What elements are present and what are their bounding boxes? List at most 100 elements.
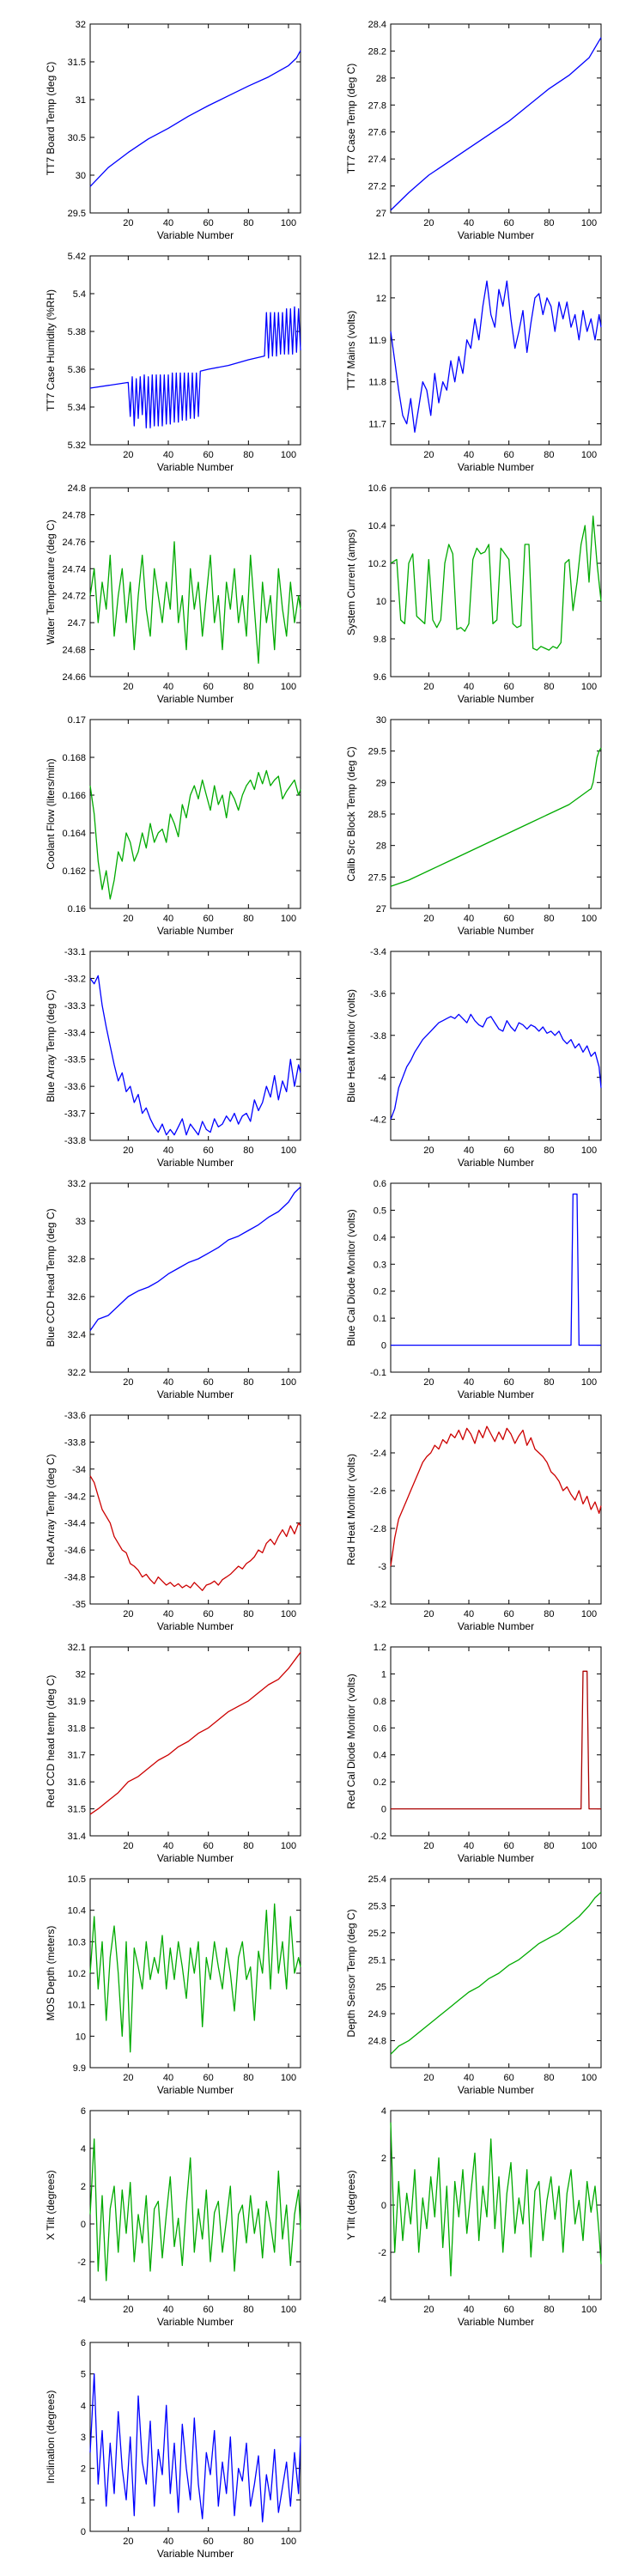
y-tick-label: 0 (381, 2201, 386, 2211)
x-tick-label: 20 (423, 914, 434, 924)
chart-panel: 32.2 32.4 32.6 32.8 33 33.2 20 40 60 80 100 Variabl… (45, 1179, 301, 1400)
y-tick-label: 31.6 (68, 1777, 86, 1788)
x-tick-label: 40 (464, 450, 474, 460)
y-tick-label: 0.4 (374, 1751, 386, 1761)
y-tick-label: 12.1 (368, 252, 386, 262)
y-tick-label: -33.5 (64, 1055, 86, 1066)
x-axis-label: Variable Number (157, 1620, 234, 1632)
y-tick-label: -4 (378, 1073, 386, 1084)
x-tick-label: 100 (581, 1609, 597, 1619)
y-axis-label: Red CCD head temp (deg C) (45, 1675, 57, 1808)
y-tick-label: 31.8 (68, 1723, 86, 1734)
y-tick-label: -2 (77, 2257, 86, 2268)
x-axis-label: Variable Number (157, 2084, 234, 2096)
y-tick-label: 31.5 (68, 1805, 86, 1815)
x-tick-label: 80 (243, 450, 253, 460)
x-tick-label: 20 (423, 1609, 434, 1619)
y-tick-label: 28.5 (368, 810, 386, 820)
y-tick-label: -4.2 (370, 1115, 386, 1126)
y-tick-label: 0.168 (62, 753, 86, 763)
y-axis-label: Blue Array Temp (deg C) (45, 989, 57, 1102)
y-tick-label: 2 (381, 2154, 386, 2164)
y-tick-label: 31 (76, 95, 86, 106)
y-tick-label: 28 (376, 841, 386, 852)
y-tick-label: -33.8 (64, 1136, 86, 1146)
plot-frame (390, 719, 602, 909)
y-tick-label: -2.2 (370, 1411, 386, 1421)
y-tick-label: -34 (72, 1465, 86, 1475)
y-tick-label: 0 (381, 1341, 386, 1352)
y-tick-label: -34.6 (64, 1546, 86, 1556)
x-tick-label: 20 (123, 218, 133, 228)
x-tick-label: 20 (423, 218, 434, 228)
chart-panel: 24.8 24.9 25 25.1 25.2 25.3 25.4 20 40 60 80 100 Var… (345, 1874, 602, 2096)
x-tick-label: 100 (281, 1841, 296, 1851)
x-tick-label: 40 (163, 682, 173, 692)
y-tick-label: 27 (376, 904, 386, 914)
y-tick-label: 10.5 (68, 1874, 86, 1885)
series-line (390, 37, 602, 211)
y-tick-label: 25.3 (368, 1901, 386, 1911)
plot-frame (89, 23, 301, 214)
x-tick-label: 40 (464, 2305, 474, 2315)
chart-panel: -0.2 0 0.2 0.4 0.6 0.8 1 1.2 20 40 60 80 100 Variable… (345, 1643, 602, 1864)
y-tick-label: -4 (77, 2295, 86, 2306)
y-tick-label: -33.8 (64, 1437, 86, 1448)
x-tick-label: 60 (204, 2073, 214, 2083)
chart-panel: 9.9 10 10.1 10.2 10.3 10.4 10.5 20 40 60 80 100 Vari… (45, 1874, 301, 2096)
y-tick-label: 0.1 (374, 1314, 386, 1324)
x-tick-label: 60 (504, 218, 514, 228)
y-tick-label: 0.2 (374, 1287, 386, 1297)
y-tick-label: 24.66 (62, 672, 86, 683)
x-tick-label: 40 (464, 1609, 474, 1619)
x-axis-label: Variable Number (157, 1157, 234, 1169)
x-tick-label: 80 (243, 1145, 253, 1156)
plot-frame (89, 719, 301, 909)
y-tick-label: 32 (76, 20, 86, 30)
x-tick-label: 40 (464, 218, 474, 228)
x-tick-label: 100 (581, 1841, 597, 1851)
y-axis-label: System Current (amps) (345, 529, 357, 635)
y-tick-label: -34.4 (64, 1519, 86, 1529)
y-axis-label: TT7 Mains (volts) (345, 311, 357, 391)
y-tick-label: 0.164 (62, 829, 86, 839)
plot-frame (89, 1878, 301, 2069)
y-tick-label: 29.5 (368, 747, 386, 757)
y-tick-label: 11.7 (368, 420, 386, 430)
x-tick-label: 40 (163, 1609, 173, 1619)
y-tick-label: 10.6 (368, 483, 386, 494)
x-tick-label: 100 (281, 1145, 296, 1156)
x-tick-label: 40 (163, 2073, 173, 2083)
y-tick-label: 1.2 (374, 1643, 386, 1653)
x-tick-label: 60 (504, 1841, 514, 1851)
y-tick-label: 33 (76, 1217, 86, 1227)
x-tick-label: 60 (504, 1377, 514, 1388)
y-tick-label: 27.6 (368, 128, 386, 138)
y-tick-label: 27.5 (368, 872, 386, 883)
x-tick-label: 60 (504, 2073, 514, 2083)
y-tick-label: 27.2 (368, 182, 386, 192)
series-line (390, 747, 602, 887)
y-tick-label: 10.1 (68, 2001, 86, 2011)
y-tick-label: -2.4 (370, 1449, 386, 1459)
y-tick-label: 5.38 (68, 327, 86, 337)
x-tick-label: 20 (123, 2305, 133, 2315)
y-tick-label: 27.4 (368, 155, 386, 165)
y-tick-label: 0.17 (68, 715, 86, 726)
y-tick-label: 33.2 (68, 1179, 86, 1189)
y-tick-label: 9.6 (374, 672, 386, 683)
y-tick-label: 24.76 (62, 538, 86, 548)
y-axis-label: Blue CCD Head Temp (deg C) (45, 1208, 57, 1346)
y-tick-label: 24.72 (62, 592, 86, 602)
chart-panel: 29.5 30 30.5 31 31.5 32 20 40 60 80 100 Variable Nu… (45, 20, 301, 241)
y-tick-label: -2.6 (370, 1486, 386, 1497)
x-axis-label: Variable Number (157, 2548, 234, 2560)
x-axis-label: Variable Number (157, 2316, 234, 2328)
y-tick-label: 2 (81, 2182, 86, 2192)
y-tick-label: 30 (76, 171, 86, 181)
x-tick-label: 60 (204, 1841, 214, 1851)
y-tick-label: 6 (81, 2106, 86, 2117)
chart-panel: -4 -2 0 2 4 20 40 60 80 100 Variable Number Y Tilt … (345, 2106, 602, 2328)
y-tick-label: 32.2 (68, 1368, 86, 1378)
